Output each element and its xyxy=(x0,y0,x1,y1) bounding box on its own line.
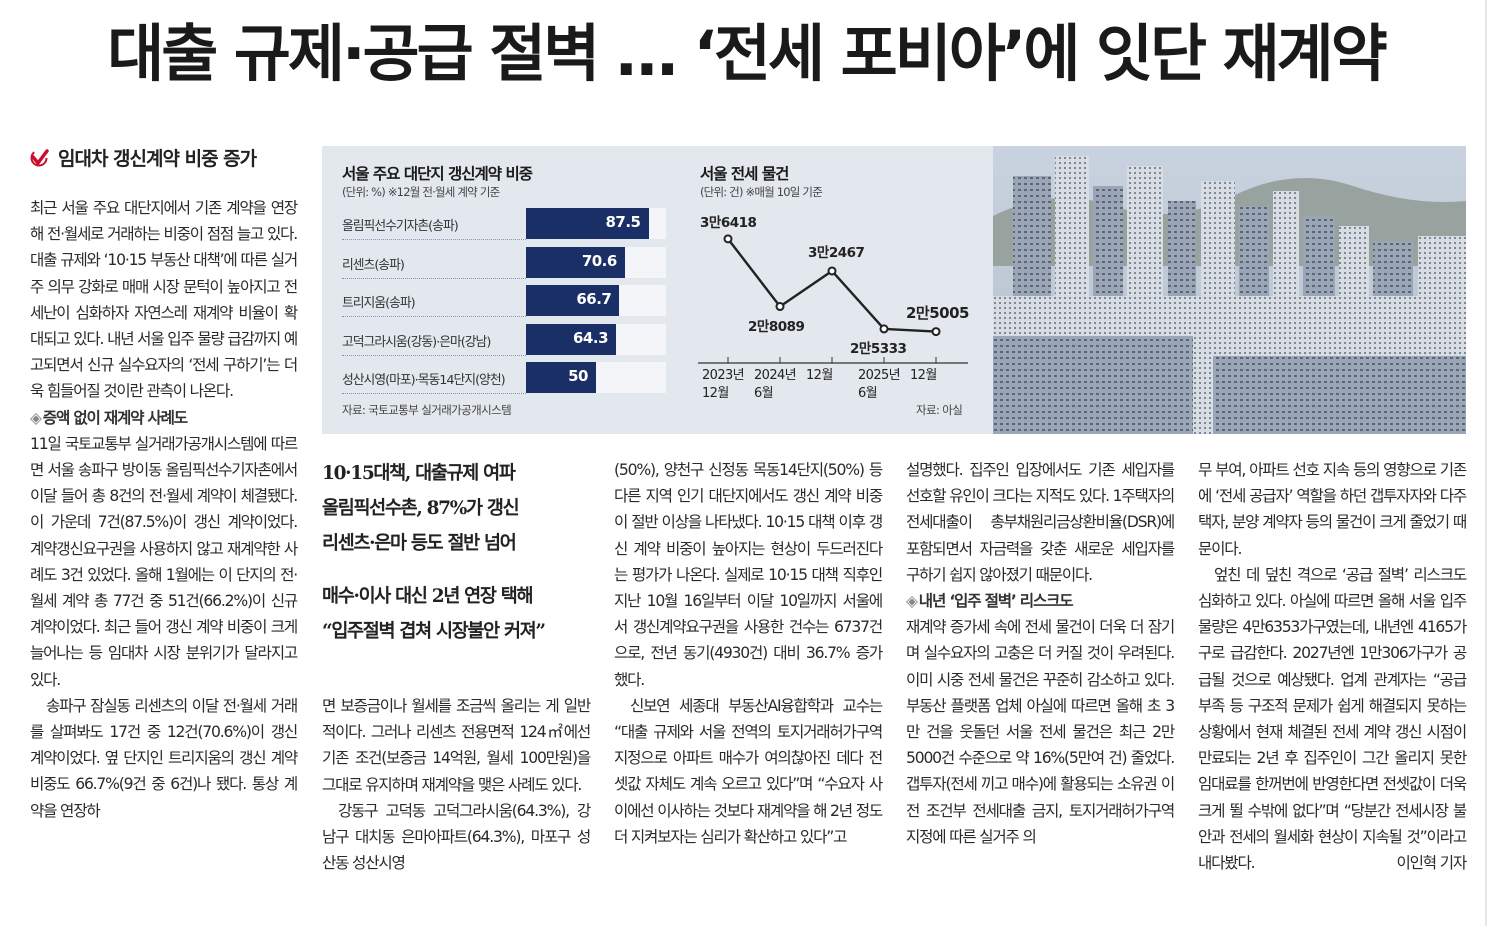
bar: 70.6 xyxy=(526,246,625,278)
bar-track: 64.3 xyxy=(526,323,666,355)
bar-row-divider xyxy=(342,277,526,279)
data-point xyxy=(827,266,837,276)
data-point xyxy=(775,302,785,312)
data-point xyxy=(879,324,889,334)
article-column-5: 무 부여, 아파트 선호 지속 등의 영향으로 기존에 ‘전세 공급자’ 역할을… xyxy=(1198,457,1468,876)
x-tick-label: 2025년 xyxy=(858,368,901,383)
x-tick-sublabel: 6월 xyxy=(858,386,878,401)
data-point-label: 2만5333 xyxy=(850,340,907,357)
article-paragraph: 엎친 데 덮친 격으로 ‘공급 절벽’ 리스크도 심화하고 있다. 아실에 따르… xyxy=(1198,562,1468,876)
article-paragraph-text: 엎친 데 덮친 격으로 ‘공급 절벽’ 리스크도 심화하고 있다. 아실에 따르… xyxy=(1198,565,1467,873)
article-paragraph: (50%), 양천구 신정동 목동14단지(50%) 등 다른 지역 인기 대단… xyxy=(614,461,883,689)
bar: 66.7 xyxy=(526,285,620,316)
article-subhead-text: 증액 없이 재계약 사례도 xyxy=(42,408,188,427)
article-paragraph: 11일 국토교통부 실거래가공개시스템에 따르면 서울 송파구 방이동 올림픽선… xyxy=(30,434,298,689)
article-paragraph: 무 부여, 아파트 선호 지속 등의 영향으로 기존에 ‘전세 공급자’ 역할을… xyxy=(1198,461,1467,558)
article-column-2: 면 보증금이나 월세를 조금씩 올리는 게 일반적이다. 그러나 리센츠 전용면… xyxy=(322,693,591,876)
subtitle-line: 매수·이사 대신 2년 연장 택해 xyxy=(322,586,534,607)
bar-category-label: 올림픽선수기자촌(송파) xyxy=(342,219,459,234)
subtitle-line: 리센츠·은마 등도 절반 넘어 xyxy=(322,533,517,554)
diamond-icon: ◈ xyxy=(30,408,42,427)
x-tick-group: 12월 xyxy=(910,367,937,385)
bar-category-label: 성산시영(마포)·목동14단지(양천) xyxy=(342,373,506,388)
subtitle-line: “입주절벽 겹쳐 시장불안 커져” xyxy=(322,621,546,642)
bar-chart-note: (단위: %) ※12월 전·월세 계약 기준 xyxy=(342,185,500,199)
bar-chart-title: 서울 주요 대단지 갱신계약 비중 xyxy=(342,165,533,183)
x-tick-group: 2025년 6월 xyxy=(858,367,901,403)
article-paragraph: 최근 서울 주요 대단지에서 기존 계약을 연장해 전·월세로 거래하는 비중이… xyxy=(30,199,298,401)
bar-value-label: 70.6 xyxy=(581,251,618,270)
scrollbar-track[interactable] xyxy=(1482,0,1492,926)
bar: 87.5 xyxy=(526,208,649,239)
article-column-4: 설명했다. 집주인 입장에서도 기존 세입자를 선호할 유인이 크다는 지적도 … xyxy=(906,457,1175,850)
byline: 이인혁 기자 xyxy=(1396,854,1468,873)
bar-category-label: 고덕그라시움(강동)·은마(강남) xyxy=(342,334,491,350)
apartment-skyline-photo xyxy=(993,146,1466,434)
article-paragraph: 강동구 고덕동 고덕그라시움(64.3%), 강남구 대치동 은마아파트(64.… xyxy=(322,801,591,873)
subtitle-line: 10·15대책, 대출규제 여파 xyxy=(322,463,516,484)
article-paragraph: 송파구 잠실동 리센츠의 이달 전·월세 거래를 살펴봐도 17건 중 12건(… xyxy=(30,696,298,820)
data-point xyxy=(931,327,941,337)
article-paragraph: 설명했다. 집주인 입장에서도 기존 세입자를 선호할 유인이 크다는 지적도 … xyxy=(906,461,1175,584)
bar-track: 70.6 xyxy=(526,246,666,278)
subtitle-line: 올림픽선수촌, 87%가 갱신 xyxy=(322,498,520,519)
bar-row-divider xyxy=(342,316,526,317)
headline: 대출 규제·공급 절벽 … ‘전세 포비아’에 잇단 재계약 xyxy=(107,17,1388,90)
data-point-label: 3만2467 xyxy=(808,244,865,261)
bar: 50 xyxy=(526,362,596,393)
line-chart xyxy=(698,234,968,364)
x-tick-group: 2024년 6월 xyxy=(754,367,797,403)
bar-row-divider xyxy=(342,354,526,356)
data-point xyxy=(723,234,733,244)
article-paragraph: 면 보증금이나 월세를 조금씩 올리는 게 일반적이다. 그러나 리센츠 전용면… xyxy=(322,697,591,794)
infographic-panel: 서울 주요 대단지 갱신계약 비중 (단위: %) ※12월 전·월세 계약 기… xyxy=(322,146,993,434)
bar-row-divider xyxy=(342,393,526,394)
article-paragraph: 재계약 증가세 속에 전세 물건이 더욱 더 잠기며 실수요자의 고충은 더 커… xyxy=(906,618,1175,846)
diamond-icon: ◈ xyxy=(906,592,918,611)
check-badge-icon xyxy=(30,148,49,166)
bar-track: 66.7 xyxy=(526,285,666,316)
bar-category-label: 트리지움(송파) xyxy=(342,296,416,311)
data-point-label: 3만6418 xyxy=(700,214,757,231)
x-tick-sublabel: 12월 xyxy=(702,386,729,401)
x-tick-label: 12월 xyxy=(806,368,833,383)
x-tick-label: 12월 xyxy=(910,368,937,383)
bar-value-label: 87.5 xyxy=(605,213,641,231)
bar: 64.3 xyxy=(526,323,617,355)
section-title: 임대차 갱신계약 비중 증가 xyxy=(30,144,257,171)
bar-row-divider xyxy=(342,239,526,240)
bar-value-label: 64.3 xyxy=(573,328,609,347)
bar-value-label: 50 xyxy=(568,367,588,385)
bar-value-label: 66.7 xyxy=(576,290,612,308)
line-chart-note: (단위: 건) ※매월 10일 기준 xyxy=(700,185,823,199)
section-title-text: 임대차 갱신계약 비중 증가 xyxy=(58,148,257,170)
subtitle-block: 10·15대책, 대출규제 여파 올림픽선수촌, 87%가 갱신 리센츠·은마 … xyxy=(322,456,592,649)
bar-chart-source: 자료: 국토교통부 실거래가공개시스템 xyxy=(342,403,512,417)
article-subhead: ◈ 증액 없이 재계약 사례도 xyxy=(30,405,297,431)
bar-track: 50 xyxy=(526,362,666,393)
line-chart-source: 자료: 아실 xyxy=(916,403,963,417)
x-tick-group: 12월 xyxy=(806,367,833,385)
article-column-1: 최근 서울 주요 대단지에서 기존 계약을 연장해 전·월세로 거래하는 비중이… xyxy=(30,195,298,824)
x-tick-sublabel: 6월 xyxy=(754,386,774,401)
article-subhead-text: 내년 ‘입주 절벽’ 리스크도 xyxy=(918,592,1074,611)
data-point-label: 2만5005 xyxy=(906,303,970,322)
article-column-3: (50%), 양천구 신정동 목동14단지(50%) 등 다른 지역 인기 대단… xyxy=(614,457,883,850)
article-subhead: ◈ 내년 ‘입주 절벽’ 리스크도 xyxy=(906,588,1174,614)
skyline-illustration xyxy=(993,146,1466,434)
x-tick-label: 2024년 xyxy=(754,368,797,383)
data-point-label: 2만8089 xyxy=(748,318,805,335)
x-tick-label: 2023년 xyxy=(702,368,745,383)
x-tick-group: 2023년 12월 xyxy=(702,367,745,403)
bar-track: 87.5 xyxy=(526,208,666,239)
line-chart-title: 서울 전세 물건 xyxy=(700,165,789,183)
article-paragraph: 신보연 세종대 부동산AI융합학과 교수는 “대출 규제와 서울 전역의 토지거… xyxy=(614,696,883,846)
bar-category-label: 리센츠(송파) xyxy=(342,257,405,273)
